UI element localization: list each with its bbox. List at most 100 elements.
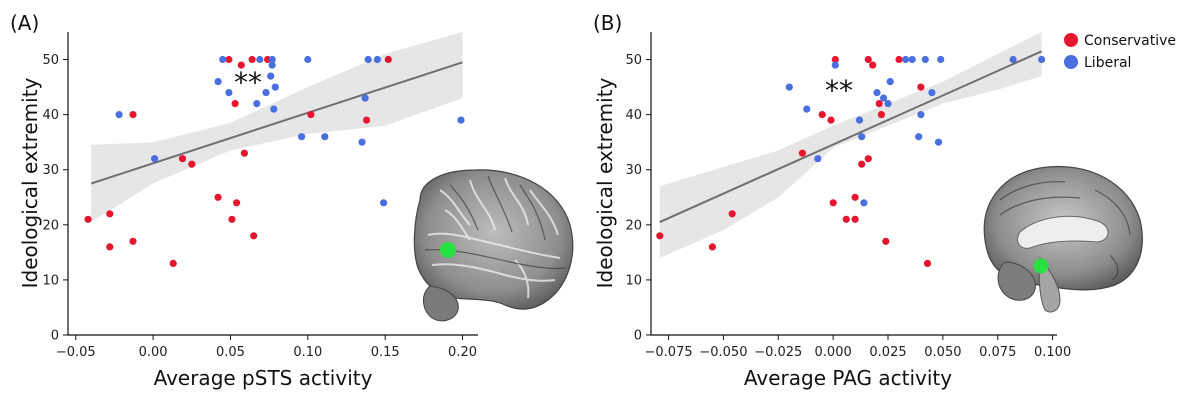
point-liberal: [268, 55, 276, 64]
point-conservative: [106, 243, 114, 251]
point-conservative: [842, 215, 850, 223]
panel-a-fit-line: [90, 61, 463, 185]
point-conservative: [829, 199, 837, 207]
point-liberal: [270, 105, 278, 113]
panel-a-confidence-band: [91, 32, 463, 223]
point-liberal: [917, 111, 925, 119]
x-tick-label: 0.000: [815, 345, 852, 360]
panel-b-fit-line: [659, 50, 1043, 223]
point-conservative: [237, 61, 245, 69]
y-tick-label: 10: [625, 273, 642, 288]
brain-medial-PAG: [983, 166, 1143, 313]
point-liberal: [358, 138, 366, 146]
point-liberal: [364, 55, 372, 64]
panel-a-x-ticks: −0.05 0.00 0.05 0.10 0.15 0.20: [56, 335, 477, 360]
point-conservative: [708, 243, 717, 251]
point-liberal: [908, 55, 916, 64]
panel-a: (A): [10, 11, 574, 390]
x-tick-label: 0.050: [924, 345, 961, 360]
point-liberal: [858, 133, 866, 141]
point-conservative: [214, 193, 222, 201]
point-liberal: [1038, 55, 1046, 64]
point-conservative: [307, 111, 315, 119]
legend: Conservative Liberal: [1064, 33, 1176, 71]
point-liberal: [785, 83, 793, 91]
point-liberal: [219, 55, 227, 64]
panel-b-significance: **: [825, 74, 853, 107]
point-liberal: [271, 83, 279, 91]
x-tick-label: −0.075: [645, 345, 693, 360]
point-conservative: [869, 61, 877, 69]
point-liberal: [1009, 55, 1017, 64]
point-conservative: [882, 237, 890, 245]
point-conservative: [250, 232, 258, 240]
y-tick-label: 0: [51, 329, 59, 344]
point-liberal: [921, 55, 929, 64]
y-tick-label: 20: [42, 218, 59, 233]
point-liberal: [934, 138, 943, 146]
x-tick-label: 0.10: [293, 345, 322, 360]
point-liberal: [262, 89, 270, 97]
x-tick-label: 0.025: [869, 345, 906, 360]
point-conservative: [851, 193, 859, 201]
panel-a-band-area: [91, 32, 463, 223]
point-liberal: [321, 133, 329, 141]
y-tick-label: 50: [42, 53, 59, 68]
point-conservative: [228, 215, 236, 223]
point-liberal: [814, 155, 822, 163]
y-tick-label: 40: [625, 108, 642, 123]
point-liberal: [225, 89, 233, 97]
point-liberal: [928, 89, 936, 97]
x-tick-label: 0.05: [216, 345, 245, 360]
panel-b-x-ticks: −0.075 −0.050 −0.025 0.000 0.025 0.050 0.075 0.…: [645, 335, 1071, 360]
panel-b-label: (B): [593, 11, 622, 35]
x-tick-label: −0.05: [56, 345, 96, 360]
point-liberal: [361, 94, 369, 102]
x-tick-label: 0.00: [139, 345, 168, 360]
legend-conservative-marker: [1064, 33, 1078, 47]
point-conservative: [827, 116, 835, 124]
y-tick-label: 0: [634, 329, 642, 344]
point-conservative: [875, 100, 883, 108]
point-conservative: [864, 155, 872, 163]
point-liberal: [151, 155, 159, 163]
point-liberal: [214, 78, 222, 86]
legend-liberal-marker: [1064, 55, 1078, 69]
point-liberal: [267, 72, 275, 80]
panel-b: (B): [593, 11, 1143, 390]
panel-a-regression-line: [90, 61, 463, 185]
point-liberal: [855, 116, 864, 124]
brain-lateral-pSTS: [413, 169, 574, 322]
point-conservative: [225, 55, 233, 64]
point-conservative: [851, 215, 859, 223]
point-conservative: [798, 149, 807, 157]
point-liberal: [304, 55, 312, 64]
panel-a-points: [84, 55, 465, 267]
point-liberal: [803, 105, 811, 113]
point-conservative: [248, 55, 256, 64]
x-tick-label: 0.15: [371, 345, 400, 360]
panel-b-x-axis-title: Average PAG activity: [744, 366, 952, 390]
x-tick-label: 0.075: [979, 345, 1016, 360]
panel-a-x-axis-title: Average pSTS activity: [154, 366, 373, 390]
point-conservative: [178, 155, 187, 163]
x-tick-label: −0.050: [699, 345, 747, 360]
point-liberal: [880, 94, 888, 102]
y-tick-label: 50: [625, 53, 642, 68]
y-tick-label: 10: [42, 273, 59, 288]
panel-a-significance: **: [234, 66, 262, 99]
point-conservative: [363, 116, 371, 124]
point-conservative: [895, 55, 903, 64]
y-tick-label: 20: [625, 218, 642, 233]
panel-b-y-axis-title: Ideological extremity: [593, 77, 617, 288]
point-conservative: [106, 210, 114, 218]
point-liberal: [253, 100, 261, 108]
point-conservative: [169, 259, 177, 267]
point-conservative: [188, 160, 196, 168]
point-liberal: [884, 100, 892, 108]
point-liberal: [373, 55, 381, 64]
x-tick-label: 0.20: [448, 345, 477, 360]
point-liberal: [902, 55, 910, 64]
y-tick-label: 30: [42, 163, 59, 178]
point-liberal: [873, 89, 881, 97]
